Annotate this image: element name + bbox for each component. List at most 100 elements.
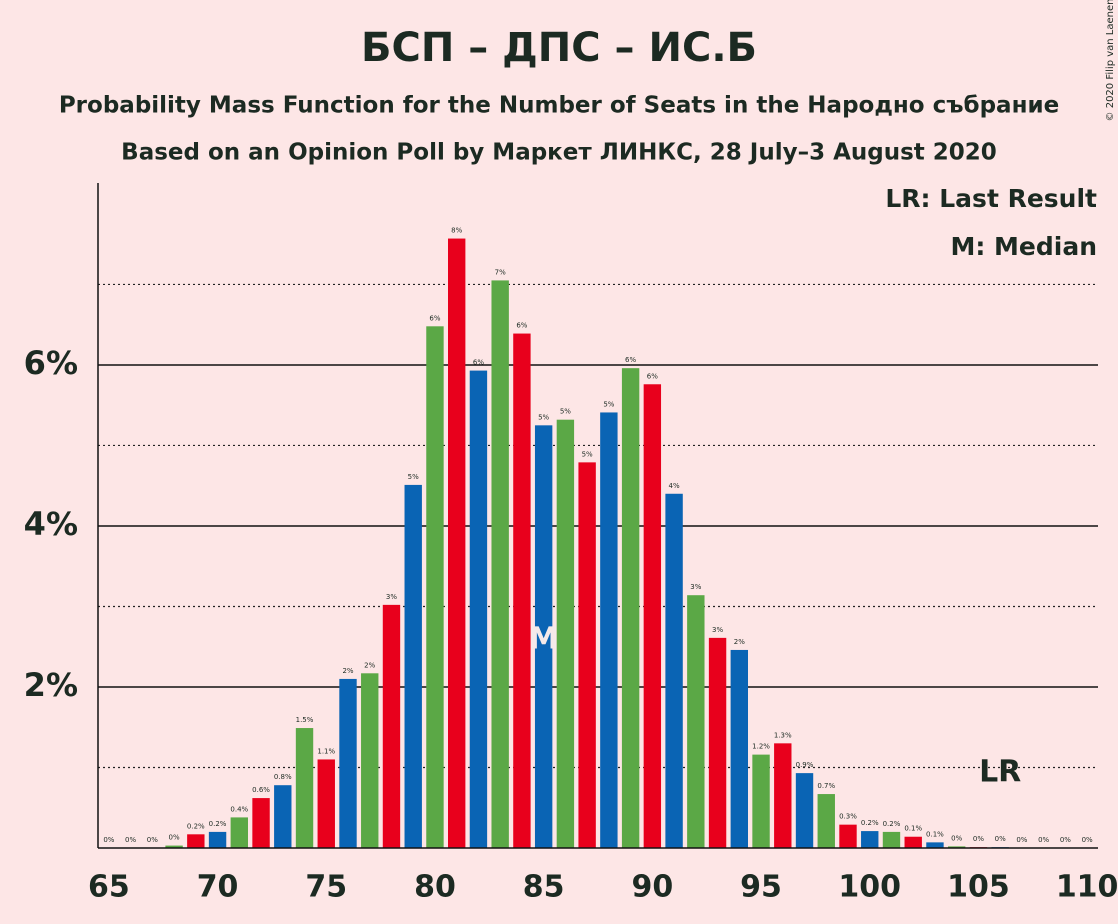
bar [708,637,727,848]
bar [687,595,705,848]
value-label: 0% [169,834,180,842]
x-tick-label: 70 [197,870,239,905]
value-label: 6% [473,359,484,367]
chart-subtitle: Probability Mass Function for the Number… [59,93,1059,119]
value-label: 0.7% [817,782,835,790]
value-label: 0% [1060,836,1071,844]
y-tick-label: 6% [24,344,78,382]
bar [600,412,618,848]
y-tick-label: 4% [24,505,78,543]
value-label: 2% [364,661,375,669]
value-label: 0.3% [839,813,857,821]
value-label: 6% [429,314,440,322]
bar [926,842,944,848]
x-tick-label: 105 [947,870,1010,905]
bar [948,846,966,848]
bar [274,785,292,848]
value-label: 0% [1038,836,1049,844]
value-label: 6% [625,356,636,364]
legend-entry: M: Median [950,232,1097,261]
bar [839,824,857,848]
value-label: 0.1% [926,830,944,838]
value-label: 0% [973,835,984,843]
value-label: 0.2% [861,819,879,827]
value-label: 0.6% [252,786,270,794]
x-tick-label: 85 [523,870,565,905]
bar [252,798,270,848]
last-result-marker: LR [979,755,1021,790]
value-label: 0% [125,836,136,844]
value-label: 0.2% [883,820,901,828]
value-label: 0.2% [187,822,205,830]
x-tick-label: 95 [740,870,782,905]
value-label: 0.4% [230,805,248,813]
value-label: 5% [603,400,614,408]
bar [230,817,248,848]
bar [426,326,444,849]
bar [469,370,488,848]
bar [643,384,662,848]
value-label: 0% [103,836,114,844]
value-label: 3% [386,593,397,601]
value-label: 0% [951,834,962,842]
value-label: 8% [451,227,462,235]
value-label: 0.9% [796,761,814,769]
value-label: 0% [995,835,1006,843]
value-label: 2% [342,667,353,675]
value-label: 1.5% [296,716,314,724]
chart-subtitle: Based on an Opinion Poll by Маркет ЛИНКС… [121,140,997,166]
value-label: 5% [560,408,571,416]
value-label: 0% [147,836,158,844]
x-tick-label: 65 [88,870,130,905]
bar [621,368,640,848]
value-label: 0.8% [274,773,292,781]
value-label: 4% [669,482,680,490]
x-tick-label: 80 [414,870,456,905]
value-label: 5% [408,473,419,481]
value-label: 3% [690,583,701,591]
value-label: 2% [734,638,745,646]
bar [187,834,205,848]
bar [556,419,575,848]
bar [817,794,835,848]
bar [752,754,770,848]
bar [513,333,531,848]
bar [578,462,596,848]
bar [361,673,379,848]
bar [404,484,422,848]
bar [317,759,335,848]
median-marker: M [529,622,559,657]
bar [491,280,509,848]
bar [904,836,922,848]
value-label: 1.2% [752,743,770,751]
value-label: 5% [538,413,549,421]
y-tick-label: 2% [24,666,78,704]
value-label: 1.3% [774,731,792,739]
value-label: 0.2% [209,820,227,828]
value-label: 0.1% [904,825,922,833]
value-label: 0% [1082,836,1093,844]
value-label: 7% [495,268,506,276]
value-label: 6% [516,322,527,330]
copyright: © 2020 Filip van Laenen [1105,0,1116,121]
x-tick-label: 75 [305,870,347,905]
bar [165,845,183,848]
value-label: 3% [712,626,723,634]
bar [882,831,901,848]
bar [534,425,553,848]
value-label: 0% [1016,836,1027,844]
chart-title: БСП – ДПС – ИС.Б [361,25,757,71]
bar [339,678,357,848]
x-tick-label: 100 [838,870,901,905]
bar [665,493,683,848]
value-label: 5% [582,450,593,458]
x-tick-label: 110 [1056,870,1118,905]
bar [795,773,814,848]
legend-entry: LR: Last Result [885,184,1097,213]
x-tick-label: 90 [631,870,673,905]
bar [448,238,466,848]
bar [208,831,227,848]
value-label: 6% [647,372,658,380]
bar [382,604,401,848]
